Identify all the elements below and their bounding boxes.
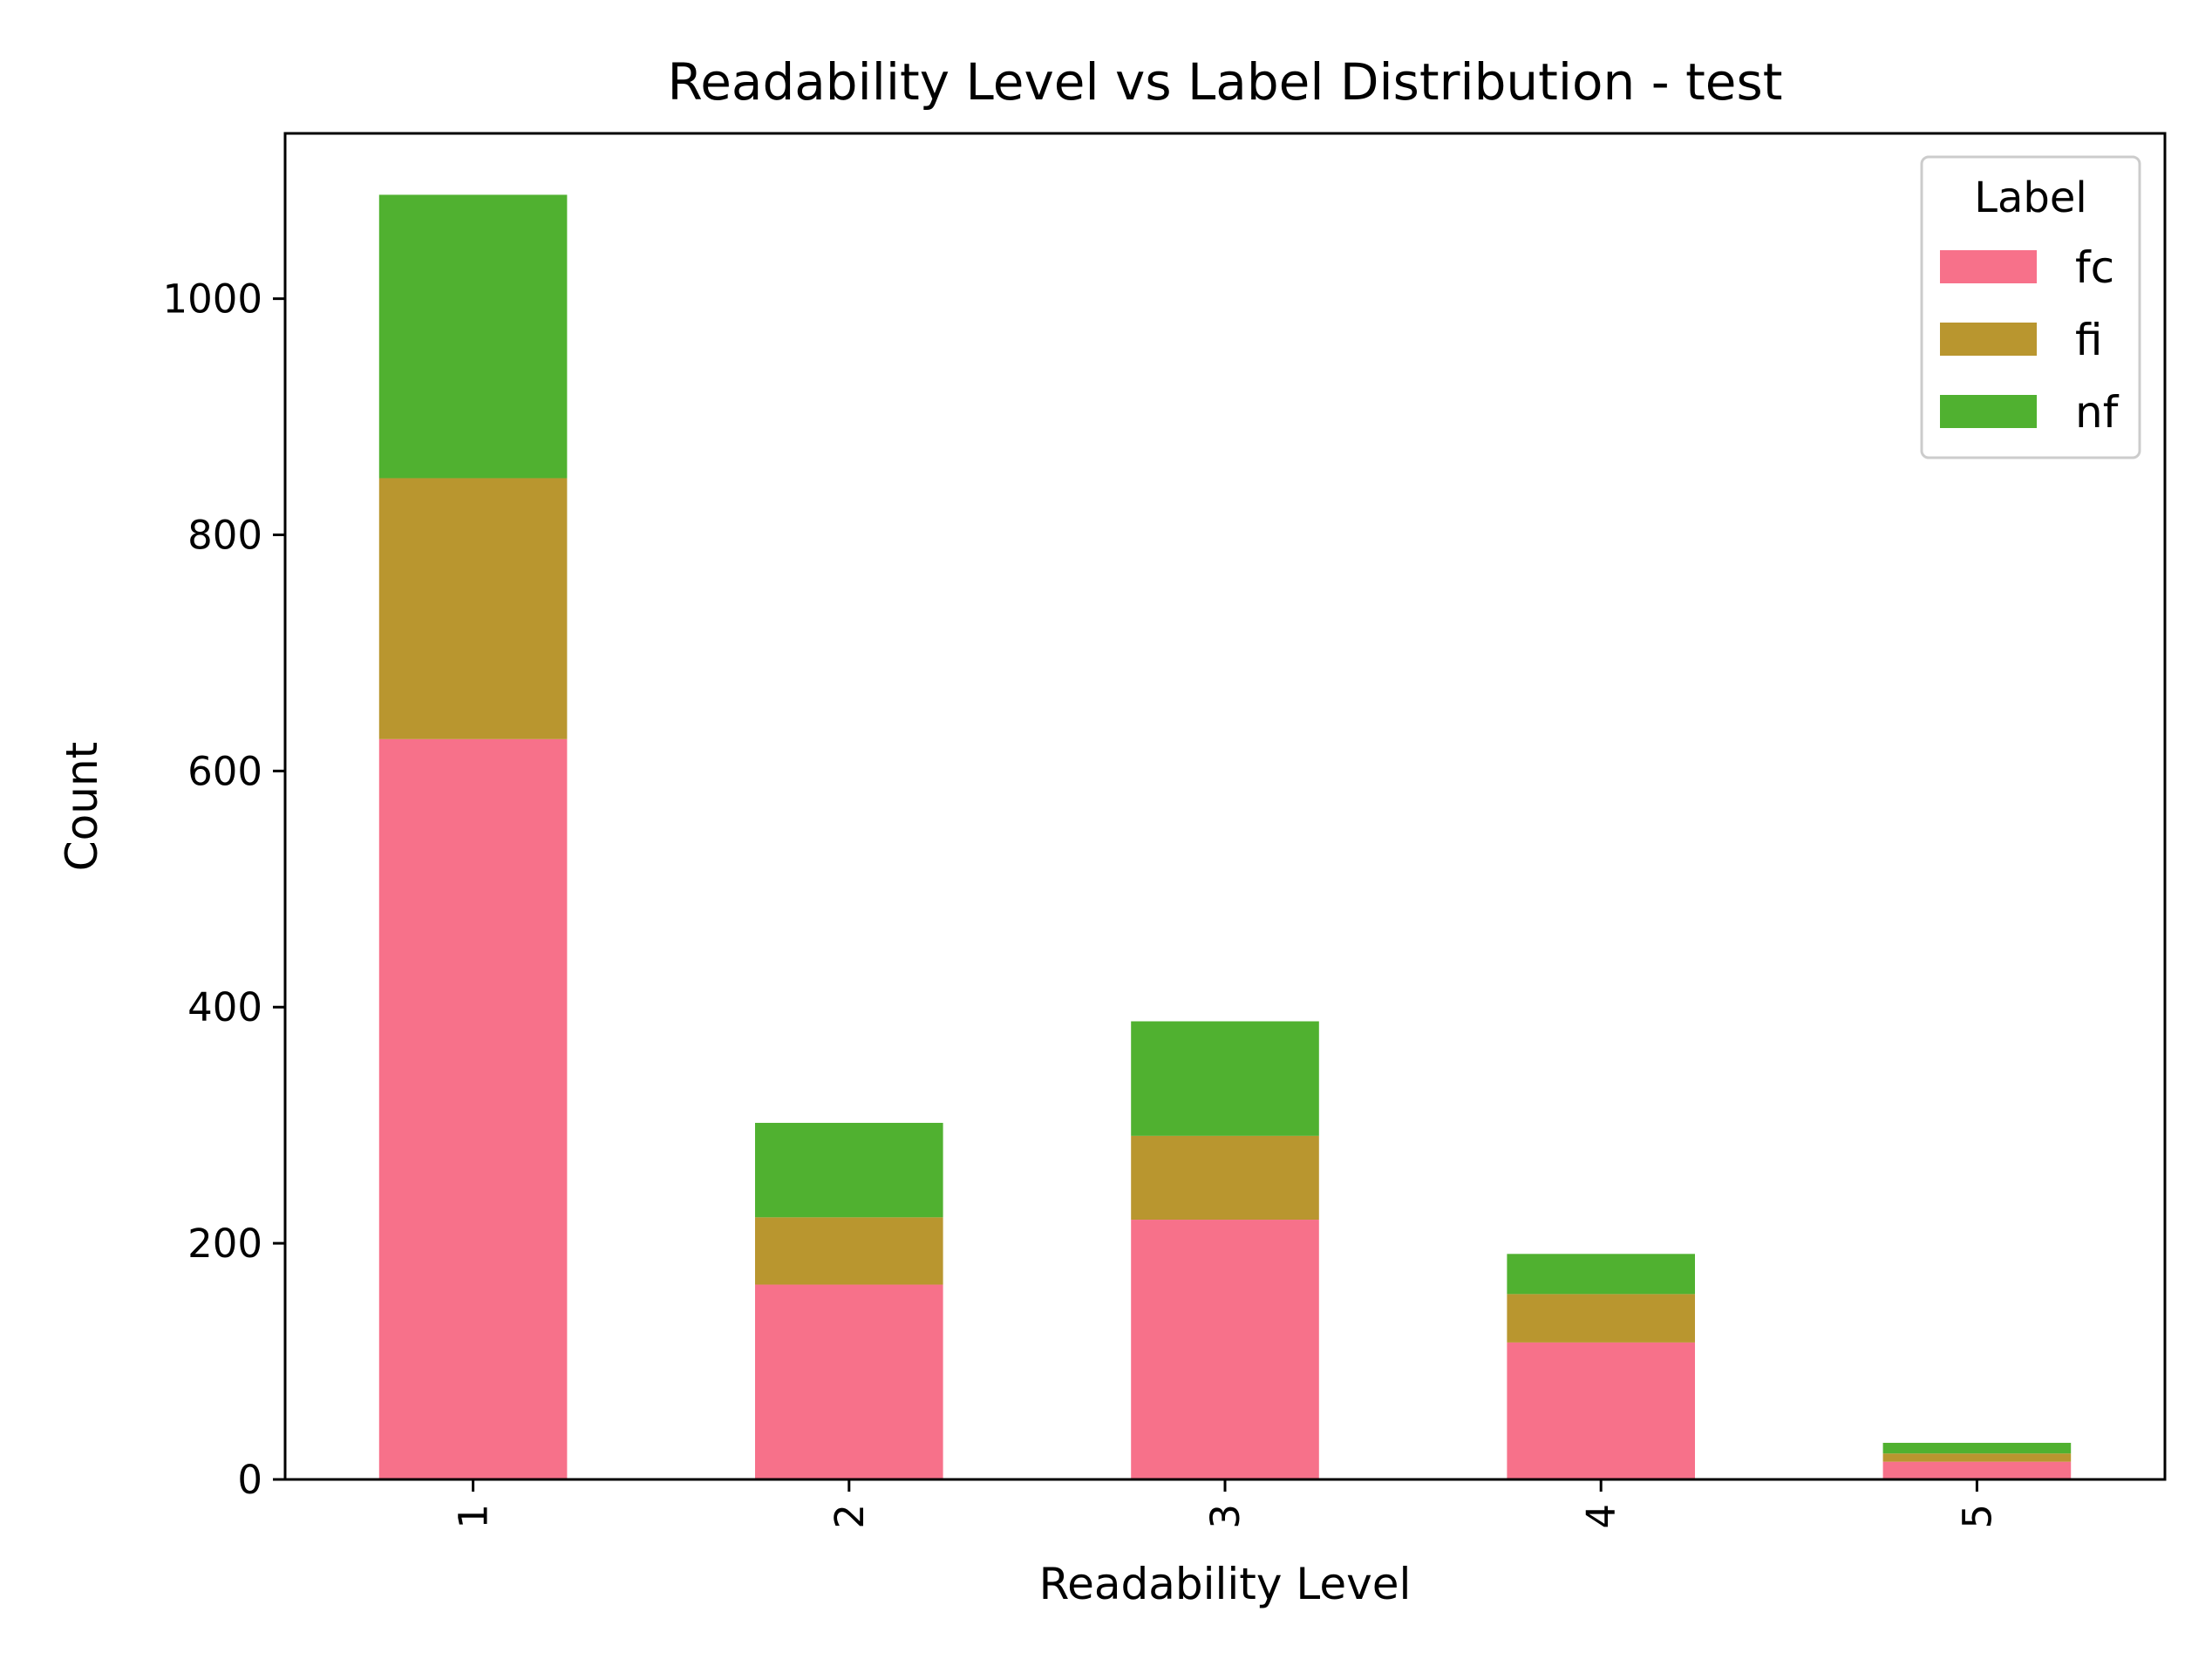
- bar-level-4-nf: [1507, 1254, 1695, 1295]
- bar-level-3-fc: [1131, 1220, 1319, 1479]
- bar-level-4-fi: [1507, 1294, 1695, 1343]
- x-tick-label: 3: [1202, 1504, 1249, 1529]
- y-tick-label: 600: [187, 748, 262, 794]
- bar-level-5-fi: [1882, 1453, 2072, 1462]
- legend-swatch-fc: [1940, 250, 2037, 283]
- legend-swatch-nf: [1940, 395, 2037, 428]
- y-tick-label: 800: [187, 512, 262, 558]
- bar-level-5-fc: [1882, 1461, 2072, 1479]
- x-tick-label: 2: [827, 1504, 873, 1529]
- legend-label-fi: fi: [2075, 315, 2103, 365]
- x-axis-title: Readability Level: [1039, 1559, 1412, 1609]
- axes-layer: 0 200 400 600 800 1000 1 2 3 4 5: [162, 276, 2000, 1529]
- chart-title: Readability Level vs Label Distribution …: [668, 52, 1783, 112]
- bars-layer: [378, 194, 2072, 1479]
- bar-level-3-nf: [1131, 1021, 1319, 1136]
- y-tick-label: 1000: [162, 276, 262, 323]
- legend: Label fc fi nf: [1920, 155, 2141, 459]
- legend-label-nf: nf: [2075, 387, 2120, 438]
- x-tick-label: 5: [1954, 1504, 2000, 1529]
- x-tick-label: 1: [451, 1504, 497, 1529]
- bar-level-1-fc: [378, 738, 568, 1479]
- bar-level-1-nf: [378, 194, 568, 479]
- bar-level-3-fi: [1131, 1135, 1319, 1221]
- bar-level-1-fi: [378, 478, 568, 739]
- bar-level-5-nf: [1882, 1443, 2072, 1454]
- legend-label-fc: fc: [2075, 242, 2114, 293]
- y-tick-label: 200: [187, 1221, 262, 1267]
- x-tick-label: 4: [1578, 1504, 1624, 1529]
- legend-swatch-fi: [1940, 323, 2037, 356]
- bar-level-4-fc: [1507, 1342, 1695, 1479]
- bar-level-2-fi: [755, 1217, 943, 1285]
- bar-level-2-fc: [755, 1284, 943, 1479]
- legend-entries: fc fi nf: [1940, 242, 2120, 438]
- bar-level-2-nf: [755, 1122, 943, 1218]
- y-axis-title: Count: [57, 742, 107, 872]
- legend-box: [1920, 155, 2141, 459]
- legend-title: Label: [1974, 173, 2087, 222]
- y-tick-label: 400: [187, 984, 262, 1030]
- y-tick-label: 0: [237, 1457, 262, 1503]
